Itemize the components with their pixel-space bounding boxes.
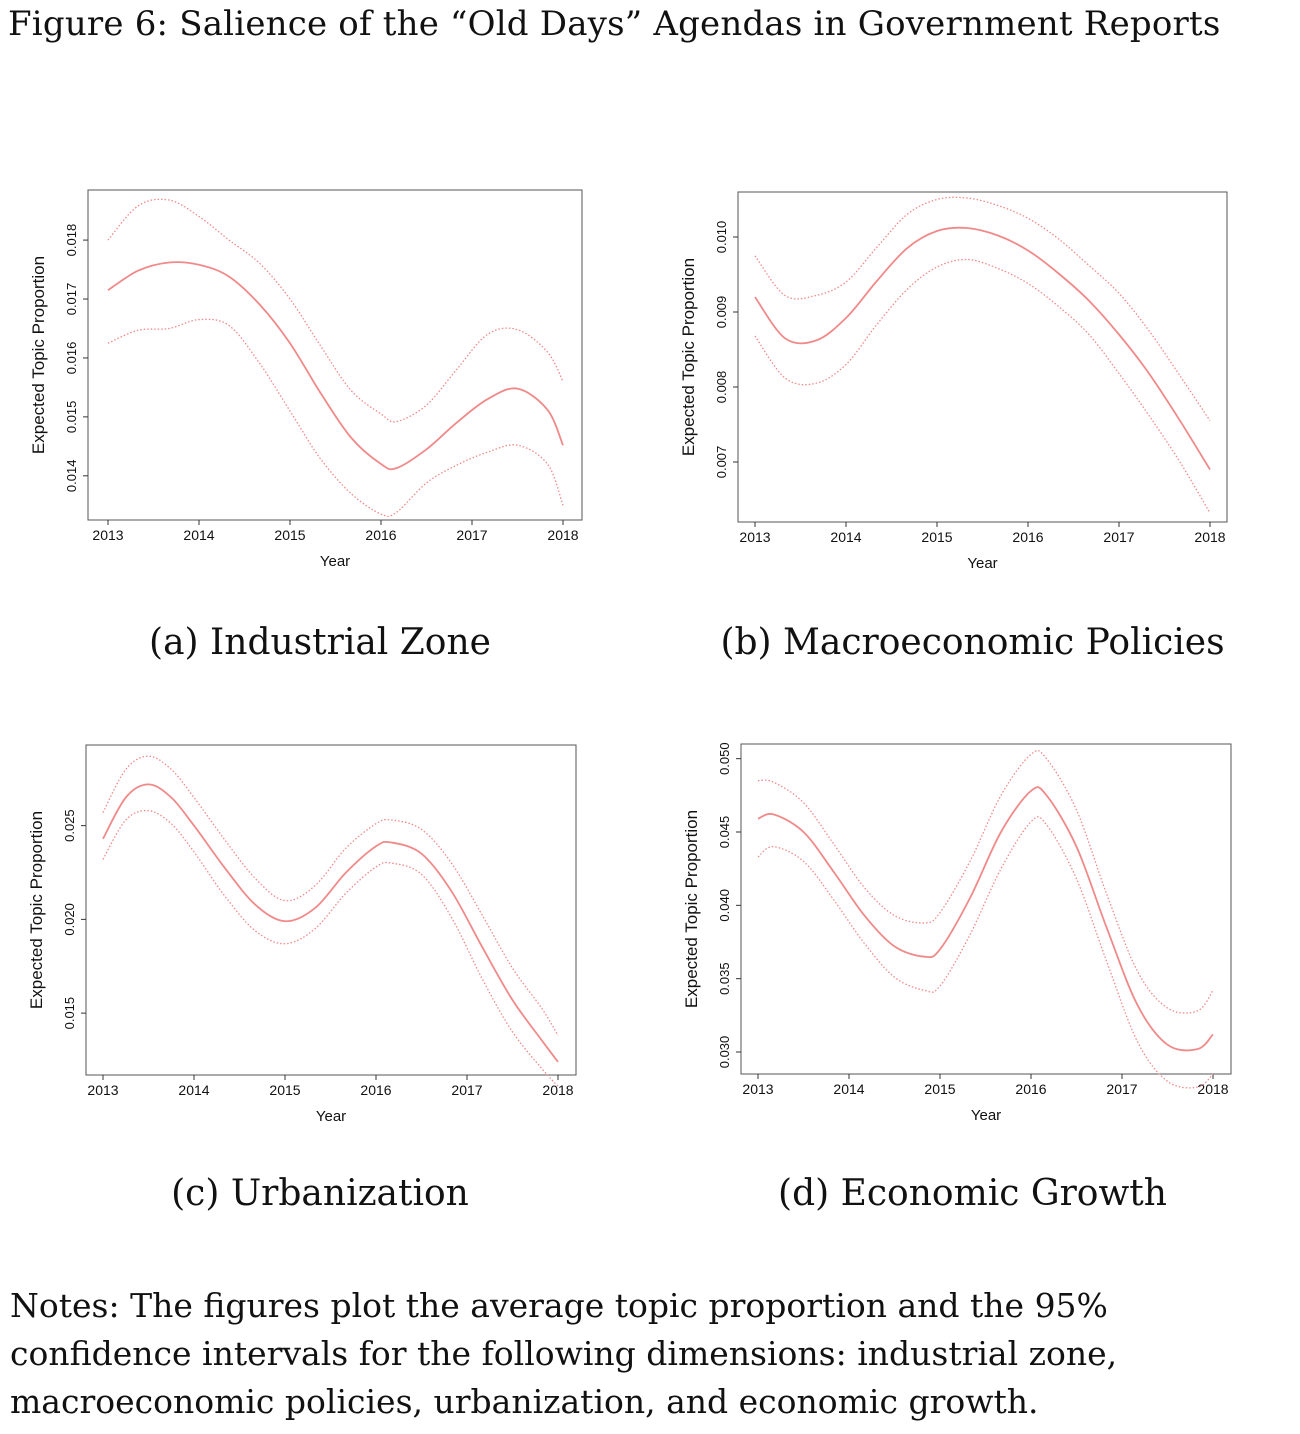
y-axis-label: Expected Topic Proportion — [27, 811, 46, 1009]
y-tick-label: 0.009 — [714, 296, 729, 329]
x-tick-label: 2016 — [365, 527, 396, 543]
x-tick-label: 2016 — [360, 1082, 391, 1098]
x-tick-label: 2014 — [178, 1082, 209, 1098]
y-tick-label: 0.015 — [62, 997, 77, 1030]
x-tick-label: 2015 — [274, 527, 305, 543]
x-tick-label: 2013 — [739, 529, 770, 545]
y-tick-label: 0.014 — [64, 460, 79, 493]
upper-ci-line — [757, 749, 1214, 1014]
x-tick-label: 2015 — [269, 1082, 300, 1098]
x-axis-label: Year — [316, 1108, 346, 1125]
y-tick-label: 0.025 — [62, 809, 77, 842]
y-tick-label: 0.007 — [714, 446, 729, 479]
x-tick-label: 2018 — [1197, 1081, 1228, 1097]
mean-line — [757, 786, 1214, 1052]
x-tick-label: 2016 — [1012, 529, 1043, 545]
figure-notes: Notes: The figures plot the average topi… — [10, 1286, 1118, 1421]
mean-line — [107, 261, 564, 471]
upper-ci-line — [102, 755, 559, 1036]
caption-economic-growth: (d) Economic Growth — [778, 1173, 1167, 1214]
y-axis-label: Expected Topic Proportion — [679, 258, 698, 456]
mean-line — [102, 783, 559, 1063]
caption-industrial-zone: (a) Industrial Zone — [149, 622, 491, 663]
x-tick-label: 2014 — [833, 1081, 864, 1097]
x-tick-label: 2013 — [92, 527, 123, 543]
y-tick-label: 0.018 — [64, 224, 79, 257]
y-tick-label: 0.030 — [717, 1036, 732, 1069]
y-axis-label: Expected Topic Proportion — [29, 256, 48, 454]
x-axis-label: Year — [971, 1107, 1001, 1124]
x-tick-label: 2015 — [921, 529, 952, 545]
chart-economic-growth: 2013 2014 2015 2016 2017 2018 Year 0.030 0.035 0.… — [682, 742, 1232, 1124]
upper-ci-line — [107, 198, 564, 423]
x-tick-label: 2017 — [1106, 1081, 1137, 1097]
y-tick-label: 0.020 — [62, 903, 77, 936]
lower-ci-line — [107, 318, 564, 517]
x-tick-label: 2018 — [1194, 529, 1225, 545]
panel-industrial-zone: 2013 2014 2015 2016 2017 2018 Year 0.014 0.015 0.… — [0, 170, 640, 590]
figure-title: Figure 6: Salience of the “Old Days” Age… — [8, 4, 1221, 44]
chart-macroeconomic-policies: 2013 2014 2015 2016 2017 2018 Year 0.007 0.008 0.… — [679, 191, 1228, 572]
chart-industrial-zone: 2013 2014 2015 2016 2017 2018 Year 0.014 0.015 0.… — [29, 189, 583, 570]
panel-macroeconomic-policies: 2013 2014 2015 2016 2017 2018 Year 0.007 0.008 0.… — [650, 170, 1300, 590]
x-tick-label: 2013 — [742, 1081, 773, 1097]
plot-frame — [87, 189, 583, 521]
x-tick-label: 2014 — [830, 529, 861, 545]
chart-urbanization: 2013 2014 2015 2016 2017 2018 Year 0.015 0.020 0.… — [27, 744, 577, 1125]
lower-ci-line — [754, 258, 1211, 514]
x-axis-label: Year — [320, 553, 350, 570]
plot-frame — [737, 191, 1228, 523]
y-tick-label: 0.045 — [717, 816, 732, 849]
y-tick-label: 0.010 — [714, 221, 729, 254]
lower-ci-line — [102, 809, 559, 1087]
x-tick-label: 2015 — [924, 1081, 955, 1097]
x-tick-label: 2014 — [183, 527, 214, 543]
x-tick-label: 2017 — [456, 527, 487, 543]
y-tick-label: 0.008 — [714, 371, 729, 404]
y-axis-label: Expected Topic Proportion — [682, 810, 701, 1008]
y-tick-label: 0.017 — [64, 283, 79, 316]
panel-economic-growth: 2013 2014 2015 2016 2017 2018 Year 0.030 0.035 0.… — [650, 725, 1300, 1145]
y-tick-label: 0.015 — [64, 401, 79, 434]
x-tick-label: 2018 — [542, 1082, 573, 1098]
caption-urbanization: (c) Urbanization — [171, 1173, 469, 1214]
lower-ci-line — [757, 816, 1214, 1089]
x-tick-label: 2016 — [1015, 1081, 1046, 1097]
plot-frame — [85, 744, 577, 1076]
x-axis-label: Year — [967, 555, 997, 572]
mean-line — [754, 226, 1211, 470]
upper-ci-line — [754, 196, 1211, 422]
y-tick-label: 0.050 — [717, 742, 732, 775]
y-tick-label: 0.040 — [717, 889, 732, 922]
y-tick-label: 0.016 — [64, 342, 79, 375]
x-tick-label: 2017 — [451, 1082, 482, 1098]
panel-urbanization: 2013 2014 2015 2016 2017 2018 Year 0.015 0.020 0.… — [0, 725, 640, 1145]
y-tick-label: 0.035 — [717, 962, 732, 995]
x-tick-label: 2017 — [1103, 529, 1134, 545]
x-tick-label: 2018 — [547, 527, 578, 543]
x-tick-label: 2013 — [87, 1082, 118, 1098]
plot-frame — [740, 743, 1232, 1075]
caption-macroeconomic-policies: (b) Macroeconomic Policies — [720, 622, 1225, 663]
